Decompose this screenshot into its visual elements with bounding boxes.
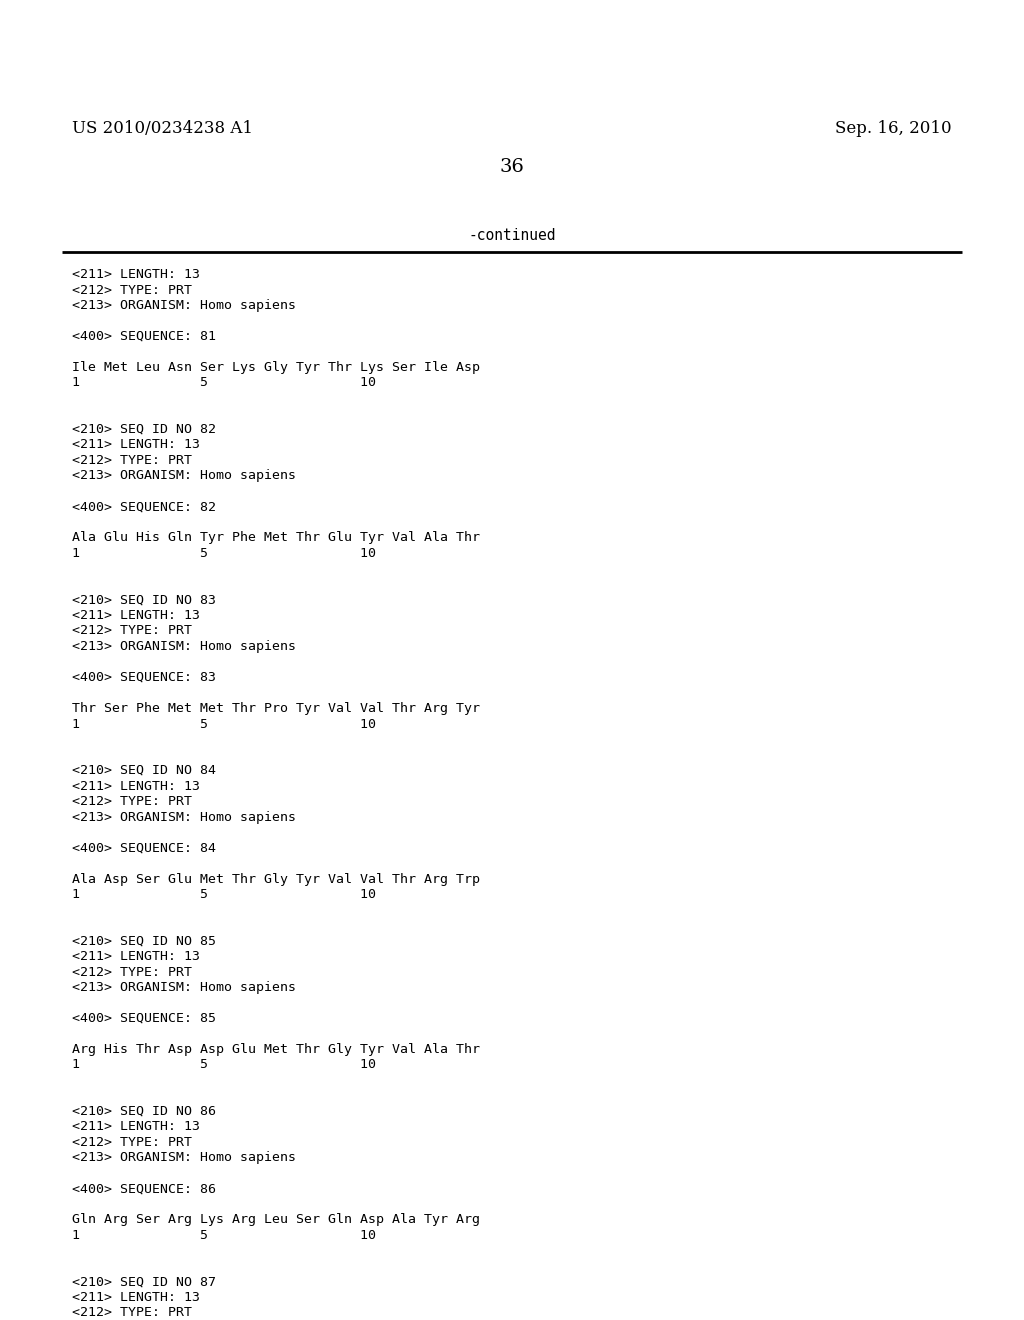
Text: <211> LENGTH: 13: <211> LENGTH: 13: [72, 780, 200, 792]
Text: 1               5                   10: 1 5 10: [72, 1229, 376, 1242]
Text: Ile Met Leu Asn Ser Lys Gly Tyr Thr Lys Ser Ile Asp: Ile Met Leu Asn Ser Lys Gly Tyr Thr Lys …: [72, 360, 480, 374]
Text: <211> LENGTH: 13: <211> LENGTH: 13: [72, 1121, 200, 1134]
Text: <400> SEQUENCE: 86: <400> SEQUENCE: 86: [72, 1183, 216, 1196]
Text: <212> TYPE: PRT: <212> TYPE: PRT: [72, 965, 193, 978]
Text: <213> ORGANISM: Homo sapiens: <213> ORGANISM: Homo sapiens: [72, 1151, 296, 1164]
Text: <213> ORGANISM: Homo sapiens: <213> ORGANISM: Homo sapiens: [72, 470, 296, 483]
Text: <213> ORGANISM: Homo sapiens: <213> ORGANISM: Homo sapiens: [72, 981, 296, 994]
Text: <213> ORGANISM: Homo sapiens: <213> ORGANISM: Homo sapiens: [72, 300, 296, 312]
Text: <211> LENGTH: 13: <211> LENGTH: 13: [72, 268, 200, 281]
Text: <211> LENGTH: 13: <211> LENGTH: 13: [72, 1291, 200, 1304]
Text: <400> SEQUENCE: 81: <400> SEQUENCE: 81: [72, 330, 216, 343]
Text: <213> ORGANISM: Homo sapiens: <213> ORGANISM: Homo sapiens: [72, 640, 296, 653]
Text: 1               5                   10: 1 5 10: [72, 718, 376, 730]
Text: <400> SEQUENCE: 83: <400> SEQUENCE: 83: [72, 671, 216, 684]
Text: <212> TYPE: PRT: <212> TYPE: PRT: [72, 454, 193, 467]
Text: <210> SEQ ID NO 85: <210> SEQ ID NO 85: [72, 935, 216, 948]
Text: -continued: -continued: [468, 228, 556, 243]
Text: Thr Ser Phe Met Met Thr Pro Tyr Val Val Thr Arg Tyr: Thr Ser Phe Met Met Thr Pro Tyr Val Val …: [72, 702, 480, 715]
Text: <211> LENGTH: 13: <211> LENGTH: 13: [72, 950, 200, 964]
Text: <400> SEQUENCE: 84: <400> SEQUENCE: 84: [72, 842, 216, 854]
Text: <211> LENGTH: 13: <211> LENGTH: 13: [72, 438, 200, 451]
Text: <400> SEQUENCE: 82: <400> SEQUENCE: 82: [72, 500, 216, 513]
Text: <400> SEQUENCE: 85: <400> SEQUENCE: 85: [72, 1012, 216, 1026]
Text: Ala Asp Ser Glu Met Thr Gly Tyr Val Val Thr Arg Trp: Ala Asp Ser Glu Met Thr Gly Tyr Val Val …: [72, 873, 480, 886]
Text: <211> LENGTH: 13: <211> LENGTH: 13: [72, 609, 200, 622]
Text: <213> ORGANISM: Homo sapiens: <213> ORGANISM: Homo sapiens: [72, 810, 296, 824]
Text: 1               5                   10: 1 5 10: [72, 546, 376, 560]
Text: Arg His Thr Asp Asp Glu Met Thr Gly Tyr Val Ala Thr: Arg His Thr Asp Asp Glu Met Thr Gly Tyr …: [72, 1043, 480, 1056]
Text: Sep. 16, 2010: Sep. 16, 2010: [836, 120, 952, 137]
Text: 1               5                   10: 1 5 10: [72, 376, 376, 389]
Text: <210> SEQ ID NO 87: <210> SEQ ID NO 87: [72, 1275, 216, 1288]
Text: Ala Glu His Gln Tyr Phe Met Thr Glu Tyr Val Ala Thr: Ala Glu His Gln Tyr Phe Met Thr Glu Tyr …: [72, 532, 480, 544]
Text: <210> SEQ ID NO 86: <210> SEQ ID NO 86: [72, 1105, 216, 1118]
Text: Gln Arg Ser Arg Lys Arg Leu Ser Gln Asp Ala Tyr Arg: Gln Arg Ser Arg Lys Arg Leu Ser Gln Asp …: [72, 1213, 480, 1226]
Text: <212> TYPE: PRT: <212> TYPE: PRT: [72, 624, 193, 638]
Text: <210> SEQ ID NO 82: <210> SEQ ID NO 82: [72, 422, 216, 436]
Text: <212> TYPE: PRT: <212> TYPE: PRT: [72, 795, 193, 808]
Text: <210> SEQ ID NO 84: <210> SEQ ID NO 84: [72, 764, 216, 777]
Text: <212> TYPE: PRT: <212> TYPE: PRT: [72, 1137, 193, 1148]
Text: US 2010/0234238 A1: US 2010/0234238 A1: [72, 120, 253, 137]
Text: <210> SEQ ID NO 83: <210> SEQ ID NO 83: [72, 594, 216, 606]
Text: 36: 36: [500, 158, 524, 176]
Text: <212> TYPE: PRT: <212> TYPE: PRT: [72, 1307, 193, 1320]
Text: <212> TYPE: PRT: <212> TYPE: PRT: [72, 284, 193, 297]
Text: 1               5                   10: 1 5 10: [72, 1059, 376, 1072]
Text: 1               5                   10: 1 5 10: [72, 888, 376, 902]
